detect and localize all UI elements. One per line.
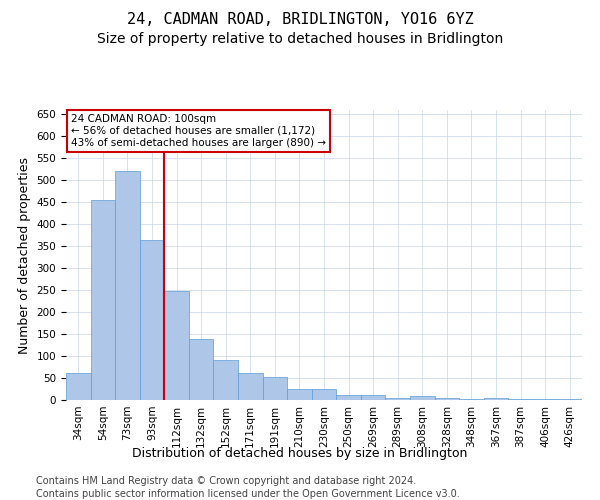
Bar: [361, 395, 385, 400]
Bar: [459, 399, 484, 400]
Bar: [385, 398, 410, 400]
Bar: [508, 399, 533, 400]
Bar: [115, 170, 140, 400]
Bar: [66, 373, 91, 400]
Text: Contains public sector information licensed under the Open Government Licence v3: Contains public sector information licen…: [36, 489, 460, 499]
Text: 24, CADMAN ROAD, BRIDLINGTON, YO16 6YZ: 24, CADMAN ROAD, BRIDLINGTON, YO16 6YZ: [127, 12, 473, 28]
Text: Distribution of detached houses by size in Bridlington: Distribution of detached houses by size …: [133, 448, 467, 460]
Bar: [557, 399, 582, 400]
Text: Contains HM Land Registry data © Crown copyright and database right 2024.: Contains HM Land Registry data © Crown c…: [36, 476, 416, 486]
Text: 24 CADMAN ROAD: 100sqm
← 56% of detached houses are smaller (1,172)
43% of semi-: 24 CADMAN ROAD: 100sqm ← 56% of detached…: [71, 114, 326, 148]
Y-axis label: Number of detached properties: Number of detached properties: [18, 156, 31, 354]
Bar: [189, 340, 214, 400]
Bar: [410, 396, 434, 400]
Bar: [312, 389, 336, 400]
Bar: [214, 360, 238, 400]
Text: Size of property relative to detached houses in Bridlington: Size of property relative to detached ho…: [97, 32, 503, 46]
Bar: [484, 398, 508, 400]
Bar: [263, 376, 287, 400]
Bar: [533, 399, 557, 400]
Bar: [164, 292, 189, 400]
Bar: [287, 389, 312, 400]
Bar: [238, 373, 263, 400]
Bar: [434, 398, 459, 400]
Bar: [336, 395, 361, 400]
Bar: [91, 200, 115, 400]
Bar: [140, 240, 164, 400]
